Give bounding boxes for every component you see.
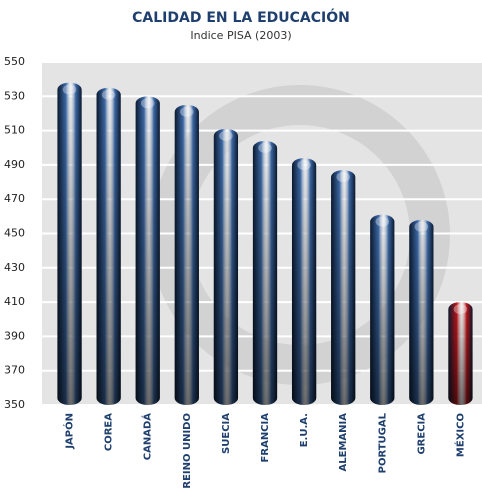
y-tick-label: 530: [4, 89, 25, 102]
bar-shade: [213, 128, 239, 405]
bar-shade: [448, 302, 473, 405]
bar-cap: [453, 304, 468, 315]
y-tick-label: 550: [4, 55, 25, 68]
y-tick-label: 470: [4, 192, 25, 205]
bar-shade: [252, 140, 278, 405]
x-tick-label: CANADÁ: [141, 413, 154, 460]
x-tick-label: MÉXICO: [453, 413, 466, 457]
y-tick-label: 370: [4, 364, 25, 377]
bar-shade: [331, 170, 356, 405]
chart-subtitle: Indice PISA (2003): [190, 29, 291, 42]
y-tick-label: 490: [4, 158, 25, 171]
x-tick-label: PORTUGAL: [377, 412, 388, 473]
x-tick-label: COREA: [104, 413, 115, 451]
y-tick-label: 450: [4, 227, 25, 240]
bar-cap: [375, 216, 390, 227]
bar-shade: [291, 158, 317, 405]
bar-cap: [140, 98, 155, 109]
bar-cap: [101, 89, 116, 100]
y-tick-label: 430: [4, 261, 25, 274]
bar-cap: [258, 142, 272, 153]
x-tick-label: E.U.A.: [299, 413, 310, 447]
bar-shade: [135, 96, 160, 406]
x-tick-label: FRANCIA: [260, 413, 271, 463]
bar-cap: [414, 221, 429, 232]
bar-shade: [57, 82, 82, 405]
bar-shade: [409, 219, 434, 405]
bar-cap: [180, 106, 194, 117]
bar-shade: [96, 87, 121, 405]
y-tick-label: 390: [4, 329, 25, 342]
y-tick-label: 350: [4, 398, 25, 411]
x-tick-label: ALEMANIA: [338, 413, 349, 472]
bar-cap: [297, 160, 311, 171]
x-tick-label: SUECIA: [221, 413, 232, 454]
bar-cap: [336, 172, 350, 183]
y-tick-label: 410: [4, 295, 25, 308]
y-tick-label: 510: [4, 124, 25, 137]
x-tick-label: JAPÓN: [63, 413, 76, 450]
x-tick-label: GRECIA: [416, 413, 427, 455]
bar-shade: [370, 214, 395, 405]
bar-cap: [62, 84, 77, 95]
bar-shade: [174, 104, 199, 405]
bar-cap: [219, 130, 233, 141]
x-tick-label: REINO UNIDO: [182, 413, 193, 489]
chart-title: CALIDAD EN LA EDUCACIÓN: [132, 8, 350, 26]
